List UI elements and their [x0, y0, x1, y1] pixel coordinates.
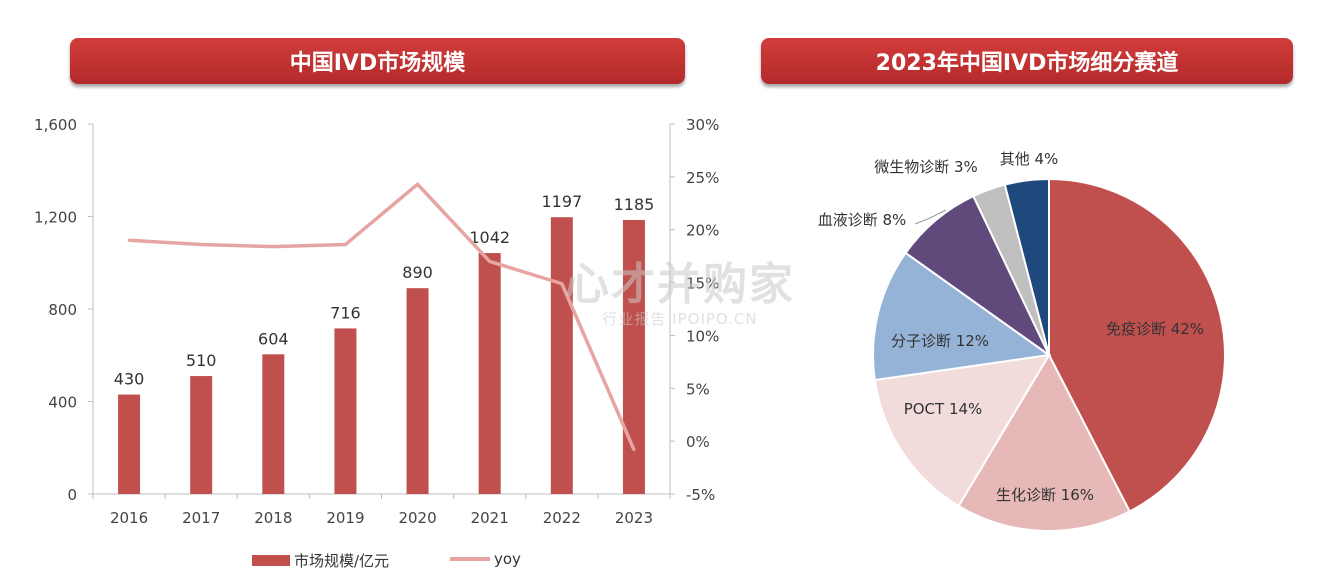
yoy-point	[488, 259, 492, 263]
right-tick-label: 0%	[686, 433, 710, 451]
legend-line-label: yoy	[494, 550, 521, 568]
x-tick-label: 2017	[182, 509, 220, 527]
pie-label-0: 免疫诊断 42%	[1106, 320, 1204, 338]
legend-line: yoy	[450, 550, 521, 568]
legend-line-swatch	[450, 557, 490, 561]
pie-slice-6	[1003, 177, 1050, 356]
pie-slice-4	[904, 194, 1052, 359]
pie-slice-2	[873, 353, 1051, 508]
yoy-point	[343, 243, 347, 247]
x-tick-label: 2019	[326, 509, 364, 527]
bar-2021	[478, 253, 501, 494]
pie-label-4: 血液诊断 8%	[818, 211, 907, 229]
yoy-point	[199, 243, 203, 247]
x-tick-label: 2016	[110, 509, 148, 527]
yoy-point	[127, 238, 131, 242]
right-tick-label: 30%	[686, 116, 719, 134]
bar-value-label: 604	[258, 329, 289, 348]
x-tick-label: 2020	[398, 509, 436, 527]
right-tick-label: 20%	[686, 222, 719, 240]
yoy-line	[128, 182, 636, 451]
legend-bar-label: 市场规模/亿元	[294, 552, 390, 570]
right-tick-label: -5%	[686, 486, 715, 504]
left-tick-label: 0	[67, 486, 77, 504]
bar-value-label: 1197	[541, 192, 582, 211]
bar-2019	[334, 328, 357, 494]
pie-label-1: 生化诊断 16%	[996, 486, 1094, 504]
pie-slice-1	[957, 352, 1131, 532]
legend-bar-swatch	[252, 555, 290, 566]
pie-leader-line	[914, 209, 947, 225]
x-tick-label: 2018	[254, 509, 292, 527]
bar-value-label: 430	[114, 370, 145, 389]
left-tick-label: 1,600	[34, 116, 77, 134]
left-chart-title: 中国IVD市场规模	[289, 51, 466, 76]
left-chart-title-banner: 中国IVD市场规模	[70, 38, 685, 84]
pie-label-3: 分子诊断 12%	[891, 332, 989, 350]
x-tick-label: 2021	[471, 509, 509, 527]
bar-2023	[622, 219, 645, 494]
left-tick-label: 1,200	[34, 209, 77, 227]
right-chart-title: 2023年中国IVD市场细分赛道	[875, 51, 1179, 76]
bar-value-label: 1042	[469, 228, 510, 247]
yoy-point	[560, 282, 564, 286]
bar-2016	[118, 394, 141, 494]
right-tick-label: 5%	[686, 380, 710, 398]
bar-2018	[262, 354, 285, 494]
pie-label-6: 其他 4%	[1000, 150, 1059, 168]
x-tick-label: 2023	[615, 509, 653, 527]
bar-2022	[550, 217, 573, 494]
bar-2017	[190, 376, 213, 494]
yoy-point	[416, 182, 420, 186]
left-tick-label: 400	[48, 394, 77, 412]
right-tick-label: 25%	[686, 169, 719, 187]
pie-slice-0	[1048, 177, 1226, 513]
bar-value-label: 716	[330, 303, 361, 322]
legend-bar: 市场规模/亿元	[252, 550, 389, 571]
yoy-point	[632, 448, 636, 452]
bar-value-label: 890	[402, 263, 433, 282]
pie-slice-3	[872, 251, 1052, 382]
bar-2020	[406, 288, 429, 494]
right-tick-label: 15%	[686, 275, 719, 293]
right-tick-label: 10%	[686, 327, 719, 345]
right-chart-title-banner: 2023年中国IVD市场细分赛道	[761, 38, 1293, 84]
left-tick-label: 800	[48, 301, 77, 319]
pie-label-5: 微生物诊断 3%	[874, 158, 978, 176]
pie-label-2: POCT 14%	[904, 400, 983, 418]
bar-value-label: 510	[186, 351, 217, 370]
yoy-point	[271, 245, 275, 249]
x-tick-label: 2022	[543, 509, 581, 527]
bar-value-label: 1185	[614, 195, 655, 214]
